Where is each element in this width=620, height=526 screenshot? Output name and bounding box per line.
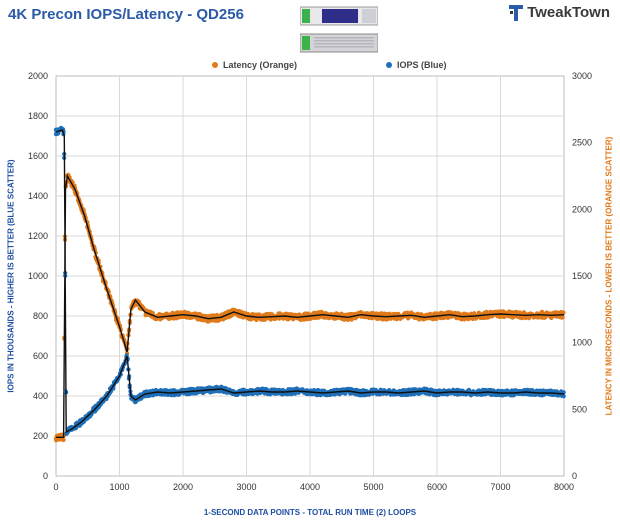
y-axis-right-label: LATENCY IN MICROSECONDS - LOWER IS BETTE… (604, 136, 614, 416)
x-tick-label: 7000 (490, 482, 510, 492)
y-tick-left-label: 1800 (28, 111, 48, 121)
x-tick-label: 3000 (236, 482, 256, 492)
x-tick-label: 1000 (109, 482, 129, 492)
iops-point (316, 387, 321, 393)
x-axis-label: 1-SECOND DATA POINTS - TOTAL RUN TIME (2… (203, 508, 417, 517)
y-tick-left-label: 800 (33, 311, 48, 321)
legend-latency-marker (212, 62, 218, 68)
x-tick-label: 4000 (300, 482, 320, 492)
y-tick-left-label: 1400 (28, 191, 48, 201)
y-tick-right-label: 1000 (572, 338, 592, 348)
y-tick-right-label: 3000 (572, 71, 592, 81)
tweaktown-logo: TweakTown (509, 4, 610, 21)
iops-point (561, 394, 566, 399)
y-axis-left-label: IOPS IN THOUSANDS - HIGHER IS BETTER (BL… (6, 159, 16, 393)
logo-text: TweakTown (527, 4, 610, 21)
latency-trend-line (56, 173, 565, 438)
legend-latency: Latency (Orange) (212, 60, 297, 70)
y-tick-left-label: 1200 (28, 231, 48, 241)
y-tick-left-label: 400 (33, 391, 48, 401)
y-tick-right-label: 0 (572, 471, 577, 481)
y-tick-left-label: 200 (33, 431, 48, 441)
x-tick-label: 2000 (173, 482, 193, 492)
y-tick-right-label: 500 (572, 404, 587, 414)
y-tick-right-label: 1500 (572, 271, 592, 281)
latency-point (61, 437, 66, 443)
y-tick-left-label: 0 (43, 471, 48, 481)
y-tick-left-label: 2000 (28, 71, 48, 81)
latency-point (262, 317, 268, 322)
ssd-product-image-1 (299, 5, 379, 32)
legend-latency-label: Latency (Orange) (223, 60, 298, 70)
x-tick-label: 0 (53, 482, 58, 492)
tweaktown-logo-icon (509, 4, 524, 21)
iops-trend-line (55, 129, 565, 434)
y-tick-left-label: 600 (33, 351, 48, 361)
x-tick-label: 8000 (554, 482, 574, 492)
legend-iops: IOPS (Blue) (386, 60, 447, 70)
latency-point (561, 310, 566, 315)
x-tick-label: 6000 (427, 482, 447, 492)
y-tick-left-label: 1600 (28, 151, 48, 161)
chart-title: 4K Precon IOPS/Latency - QD256 (8, 6, 244, 23)
legend-iops-marker (386, 62, 392, 68)
x-tick-label: 5000 (363, 482, 383, 492)
ssd-product-image-2 (299, 32, 379, 59)
y-tick-right-label: 2000 (572, 204, 592, 214)
latency-point (484, 309, 489, 314)
y-tick-right-label: 2500 (572, 138, 592, 148)
y-tick-left-label: 1000 (28, 271, 48, 281)
latency-point (560, 315, 565, 320)
legend-iops-label: IOPS (Blue) (397, 60, 447, 70)
